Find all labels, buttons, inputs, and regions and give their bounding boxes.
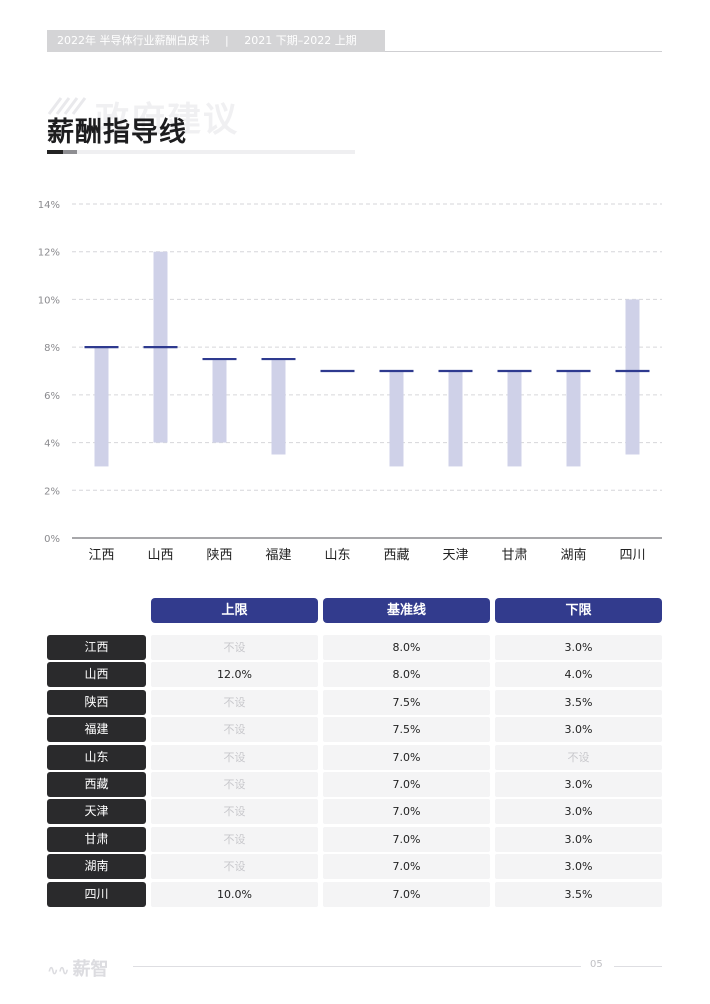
region-label: 福建 <box>47 717 146 743</box>
table-cell-baseline: 7.5% <box>323 717 490 743</box>
header-bar: 2022年 半导体行业薪酬白皮书 | 2021 下期–2022 上期 <box>47 30 385 52</box>
x-tick-label: 甘肃 <box>501 548 527 563</box>
y-tick-label: 2% <box>44 486 60 497</box>
table-cell-baseline: 7.0% <box>323 744 490 770</box>
table-cell-lower: 3.0% <box>495 635 662 660</box>
page-title: 薪酬指导线 <box>47 117 187 148</box>
page-number: 05 <box>590 959 603 970</box>
range-bar <box>566 371 581 467</box>
footer-rule-right <box>614 966 662 967</box>
table-cell-upper: 12.0% <box>151 662 318 688</box>
table-cell-baseline: 8.0% <box>323 635 490 660</box>
table-cell-upper: 不设 <box>151 717 318 743</box>
y-tick-label: 12% <box>38 248 60 259</box>
table-cell-lower: 不设 <box>495 744 662 770</box>
header-report-title: 2022年 半导体行业薪酬白皮书 <box>57 34 210 47</box>
table-cell-lower: 3.5% <box>495 881 662 907</box>
section-watermark: 政府建议 <box>95 100 239 140</box>
table-cell-baseline: 7.0% <box>323 799 490 825</box>
y-tick-label: 4% <box>44 439 60 450</box>
y-tick-label: 10% <box>38 295 60 306</box>
range-bar <box>94 347 109 467</box>
salary-guideline-chart: 0% 2% 4% 6% 8% 10% 12% 14% 江西 山西 陕西 福建 山东 西藏 天津 甘肃 湖南 四川 <box>38 200 662 563</box>
region-label: 山东 <box>47 744 146 770</box>
region-label: 西藏 <box>47 772 146 797</box>
table-cell-upper: 不设 <box>151 826 318 852</box>
region-label: 江西 <box>47 635 146 660</box>
y-tick-label: 6% <box>44 391 60 402</box>
x-tick-label: 西藏 <box>383 548 409 563</box>
x-tick-label: 山西 <box>147 548 173 563</box>
table-cell-baseline: 7.0% <box>323 854 490 880</box>
footer-logo: ∿∿ 薪智 <box>47 955 108 981</box>
range-bar <box>271 359 286 455</box>
footer-rule <box>133 966 581 967</box>
range-bar <box>389 371 404 467</box>
y-tick-label: 8% <box>44 343 60 354</box>
table-cell-upper: 不设 <box>151 799 318 825</box>
header-rule <box>385 51 662 52</box>
header-separator: | <box>225 34 229 47</box>
table-cell-baseline: 7.5% <box>323 689 490 715</box>
table-cell-lower: 3.0% <box>495 826 662 852</box>
table-cell-baseline: 7.0% <box>323 826 490 852</box>
x-tick-label: 山东 <box>324 548 350 563</box>
header-period: 2021 下期–2022 上期 <box>244 34 357 47</box>
region-label: 陕西 <box>47 689 146 715</box>
table-cell-lower: 3.0% <box>495 717 662 743</box>
x-tick-label: 福建 <box>265 548 291 563</box>
table-cell-upper: 不设 <box>151 635 318 660</box>
table-cell-lower: 3.5% <box>495 689 662 715</box>
region-label: 甘肃 <box>47 826 146 852</box>
table-header-cell: 基准线 <box>323 598 490 623</box>
logo-wave-icon: ∿∿ <box>47 963 69 979</box>
table-cell-baseline: 8.0% <box>323 662 490 688</box>
region-label: 山西 <box>47 662 146 688</box>
table-cell-upper: 不设 <box>151 689 318 715</box>
table-cell-upper: 10.0% <box>151 881 318 907</box>
region-label: 天津 <box>47 799 146 825</box>
range-bar <box>212 359 227 443</box>
x-tick-label: 天津 <box>442 548 468 563</box>
x-tick-label: 江西 <box>88 548 114 563</box>
hatch-decoration-icon <box>47 97 87 115</box>
table-cell-upper: 不设 <box>151 854 318 880</box>
table-cell-lower: 3.0% <box>495 854 662 880</box>
range-bar <box>507 371 522 467</box>
table-cell-baseline: 7.0% <box>323 772 490 797</box>
title-underline <box>47 150 355 154</box>
table-cell-lower: 4.0% <box>495 662 662 688</box>
table-cell-lower: 3.0% <box>495 799 662 825</box>
table-cell-upper: 不设 <box>151 772 318 797</box>
table-cell-upper: 不设 <box>151 744 318 770</box>
y-tick-label: 0% <box>44 534 60 545</box>
logo-text: 薪智 <box>72 959 109 980</box>
region-label: 湖南 <box>47 854 146 880</box>
x-tick-label: 陕西 <box>206 548 232 563</box>
y-tick-label: 14% <box>38 200 60 211</box>
table-cell-baseline: 7.0% <box>323 881 490 907</box>
range-bar <box>625 299 640 455</box>
table-cell-lower: 3.0% <box>495 772 662 797</box>
x-tick-label: 湖南 <box>560 547 586 563</box>
table-header-cell: 上限 <box>151 598 318 623</box>
range-bar <box>448 371 463 467</box>
region-label: 四川 <box>47 881 146 907</box>
table-header-cell: 下限 <box>495 598 662 623</box>
x-tick-label: 四川 <box>619 548 645 563</box>
